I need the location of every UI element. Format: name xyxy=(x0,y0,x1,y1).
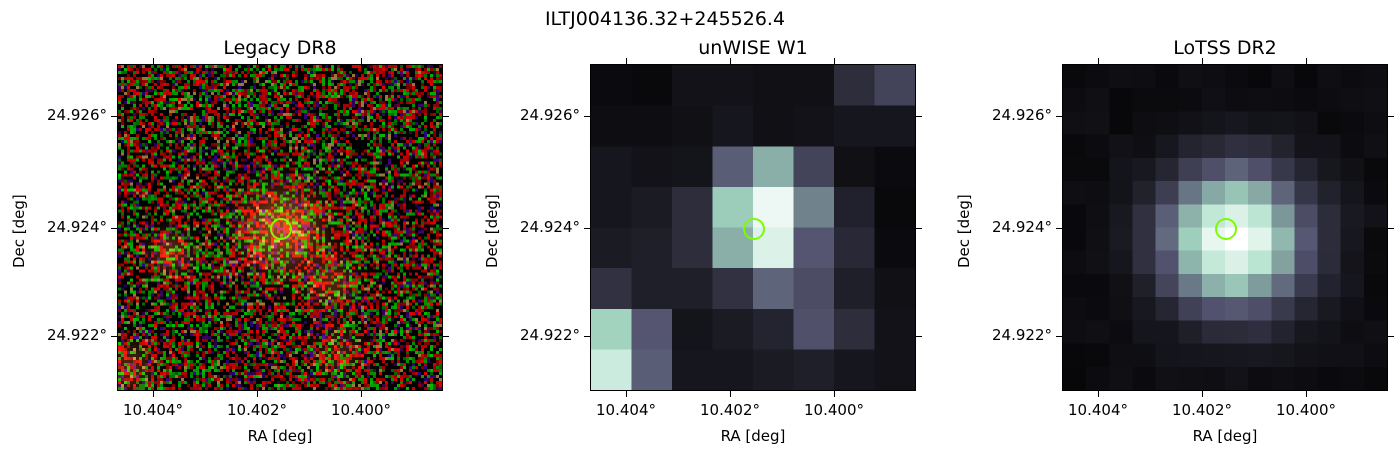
x-tick-mark-top xyxy=(361,58,362,64)
x-axis-label: RA [deg] xyxy=(720,427,786,445)
panel-title: LoTSS DR2 xyxy=(1173,37,1277,59)
x-tick-mark xyxy=(361,391,362,397)
x-tick-mark-top xyxy=(1306,58,1307,64)
y-axis-label: Dec [deg] xyxy=(955,193,973,268)
y-tick-mark xyxy=(584,116,590,117)
panel-title: unWISE W1 xyxy=(698,37,808,59)
y-tick-mark xyxy=(111,228,117,229)
x-tick-mark xyxy=(834,391,835,397)
y-tick-mark xyxy=(1056,228,1062,229)
y-tick-label: 24.922° xyxy=(520,326,580,344)
x-tick-mark-top xyxy=(626,58,627,64)
y-tick-mark xyxy=(111,336,117,337)
x-tick-mark-top xyxy=(1098,58,1099,64)
y-tick-mark xyxy=(584,228,590,229)
y-tick-mark-right xyxy=(443,228,449,229)
y-tick-label: 24.924° xyxy=(47,218,107,236)
x-tick-label: 10.402° xyxy=(700,401,760,419)
y-tick-label: 24.926° xyxy=(47,106,107,124)
image-canvas xyxy=(591,65,915,390)
x-axis-label: RA [deg] xyxy=(247,427,313,445)
y-tick-mark xyxy=(111,116,117,117)
y-tick-label: 24.922° xyxy=(992,326,1052,344)
y-tick-mark-right xyxy=(916,336,922,337)
y-tick-mark-right xyxy=(1388,228,1394,229)
x-tick-mark-top xyxy=(730,58,731,64)
y-tick-mark xyxy=(584,336,590,337)
x-tick-mark xyxy=(153,391,154,397)
x-tick-mark xyxy=(257,391,258,397)
x-tick-mark xyxy=(626,391,627,397)
image-unwise xyxy=(590,64,916,391)
x-tick-label: 10.404° xyxy=(123,401,183,419)
panel-unwise: unWISE W1 10.404° 10.402° 10.400° 24.926° 24… xyxy=(473,0,922,458)
image-canvas xyxy=(1063,65,1387,390)
x-tick-mark-top xyxy=(1202,58,1203,64)
x-tick-mark xyxy=(1306,391,1307,397)
panel-legacy: Legacy DR8 10.404° 10.402° 10.400° 24.926° 2… xyxy=(0,0,449,458)
x-tick-label: 10.402° xyxy=(1172,401,1232,419)
y-tick-mark xyxy=(1056,116,1062,117)
image-canvas xyxy=(118,65,442,390)
source-marker xyxy=(270,218,292,240)
panel-lotss: LoTSS DR2 10.404° 10.402° 10.400° 24.926° 24… xyxy=(945,0,1394,458)
y-tick-label: 24.926° xyxy=(520,106,580,124)
x-tick-label: 10.402° xyxy=(227,401,287,419)
image-legacy xyxy=(117,64,443,391)
y-tick-mark-right xyxy=(916,116,922,117)
y-tick-label: 24.922° xyxy=(47,326,107,344)
y-axis-label: Dec [deg] xyxy=(483,193,501,268)
y-tick-label: 24.924° xyxy=(992,218,1052,236)
source-marker xyxy=(743,218,765,240)
x-axis-label: RA [deg] xyxy=(1192,427,1258,445)
y-tick-mark-right xyxy=(443,116,449,117)
y-tick-label: 24.924° xyxy=(520,218,580,236)
y-tick-mark-right xyxy=(1388,336,1394,337)
y-axis-label: Dec [deg] xyxy=(10,193,28,268)
y-tick-mark-right xyxy=(443,336,449,337)
x-tick-mark-top xyxy=(834,58,835,64)
x-tick-label: 10.404° xyxy=(1068,401,1128,419)
x-tick-mark xyxy=(1098,391,1099,397)
y-tick-mark xyxy=(1056,336,1062,337)
panel-title: Legacy DR8 xyxy=(223,37,337,59)
x-tick-mark-top xyxy=(257,58,258,64)
figure-title: ILTJ004136.32+245526.4 xyxy=(544,8,786,30)
x-tick-label: 10.400° xyxy=(1276,401,1336,419)
x-tick-mark xyxy=(1202,391,1203,397)
y-tick-label: 24.926° xyxy=(992,106,1052,124)
source-marker xyxy=(1215,218,1237,240)
image-lotss xyxy=(1062,64,1388,391)
y-tick-mark-right xyxy=(1388,116,1394,117)
x-tick-mark xyxy=(730,391,731,397)
x-tick-label: 10.404° xyxy=(596,401,656,419)
x-tick-mark-top xyxy=(153,58,154,64)
y-tick-mark-right xyxy=(916,228,922,229)
x-tick-label: 10.400° xyxy=(331,401,391,419)
x-tick-label: 10.400° xyxy=(804,401,864,419)
